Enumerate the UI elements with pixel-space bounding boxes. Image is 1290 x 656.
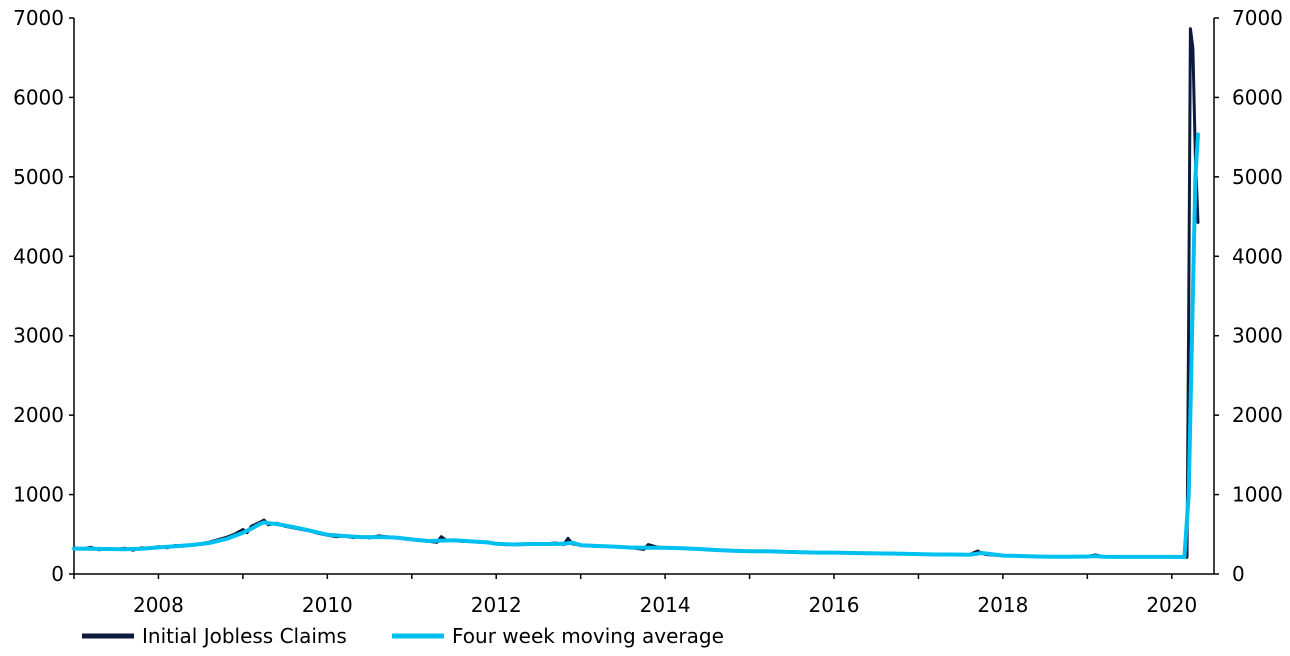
x-tick-label: 2008 (133, 593, 184, 617)
y-tick-label-left: 4000 (13, 244, 64, 268)
y-tick-label-right: 7000 (1232, 6, 1283, 30)
x-tick-label: 2016 (809, 593, 860, 617)
y-tick-label-left: 2000 (13, 403, 64, 427)
x-tick-label: 2010 (302, 593, 353, 617)
series-line-initial-claims (72, 27, 1200, 559)
series-line-moving-average (72, 132, 1200, 559)
y-tick-label-left: 3000 (13, 324, 64, 348)
y-tick-label-left: 6000 (13, 85, 64, 109)
y-tick-label-right: 3000 (1232, 324, 1283, 348)
y-tick-label-left: 7000 (13, 6, 64, 30)
y-tick-label-left: 1000 (13, 483, 64, 507)
y-tick-label-right: 5000 (1232, 165, 1283, 189)
legend: Initial Jobless Claims Four week moving a… (82, 624, 724, 648)
y-tick-label-right: 4000 (1232, 244, 1283, 268)
y-tick-label-left: 0 (51, 562, 64, 586)
y-tick-label-right: 2000 (1232, 403, 1283, 427)
x-tick-label: 2012 (471, 593, 522, 617)
axes: 0 0 1000 1000 2000 2000 3000 3000 4000 4000 5000 50… (13, 6, 1283, 617)
y-tick-label-right: 0 (1232, 562, 1245, 586)
y-tick-label-right: 1000 (1232, 483, 1283, 507)
x-tick-label: 2018 (977, 593, 1028, 617)
y-tick-label-left: 5000 (13, 165, 64, 189)
legend-label: Four week moving average (452, 624, 724, 648)
y-tick-label-right: 6000 (1232, 85, 1283, 109)
legend-label: Initial Jobless Claims (142, 624, 347, 648)
x-tick-label: 2020 (1146, 593, 1197, 617)
x-tick-label: 2014 (640, 593, 691, 617)
series-layer (72, 27, 1200, 559)
